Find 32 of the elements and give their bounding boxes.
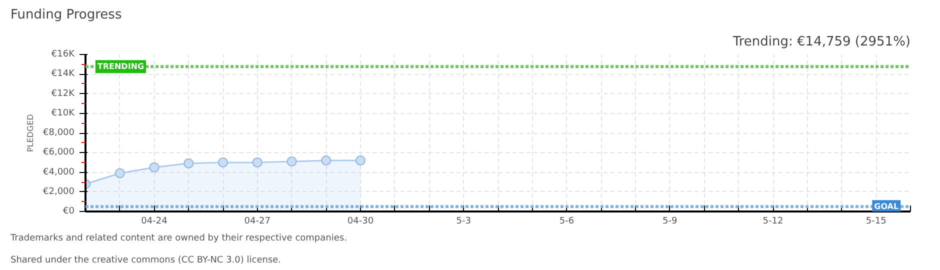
point [356, 155, 366, 166]
y-tick-label: €12K [51, 88, 76, 99]
x-tick-label: 04-27 [244, 216, 270, 226]
x-tick-label: 04-30 [347, 216, 374, 226]
x-tick-label: 5-6 [559, 216, 574, 226]
ref-line-label: TRENDING [97, 62, 144, 72]
x-tick-label: 5-15 [866, 216, 886, 226]
text: Trademarks and related content are owned by their respective companies. [10, 234, 347, 244]
point [252, 157, 262, 168]
point [149, 162, 160, 172]
point [321, 155, 332, 166]
y-tick-label: €4,000 [43, 167, 75, 178]
point [114, 168, 125, 178]
y-tick-label: €8,000 [43, 128, 75, 138]
point [184, 158, 194, 168]
y-tick-label: €0 [63, 206, 75, 216]
y-tick-label: €6,000 [43, 148, 75, 158]
y-tick-label: €2,000 [43, 186, 75, 197]
text: Shared under the creative commons (CC BY-NC 3.0) license. [10, 256, 282, 266]
point [286, 156, 297, 166]
y-axis-title: PLEDGED [26, 114, 36, 152]
y-tick-label: €14K [51, 69, 76, 80]
chart-subtitle: Trending: €14,759 (2951%) [732, 34, 911, 50]
ref-line-label: GOAL [874, 202, 899, 212]
x-tick-label: 5-12 [762, 216, 784, 226]
x-tick-label: 5-9 [662, 216, 678, 226]
chart-title: Funding Progress [10, 8, 122, 22]
y-tick-label: €16K [51, 50, 76, 60]
y-tick-label: €10K [51, 108, 76, 118]
x-tick-label: 04-24 [141, 216, 168, 226]
point [218, 157, 228, 168]
x-tick-label: 5-3 [456, 216, 471, 226]
